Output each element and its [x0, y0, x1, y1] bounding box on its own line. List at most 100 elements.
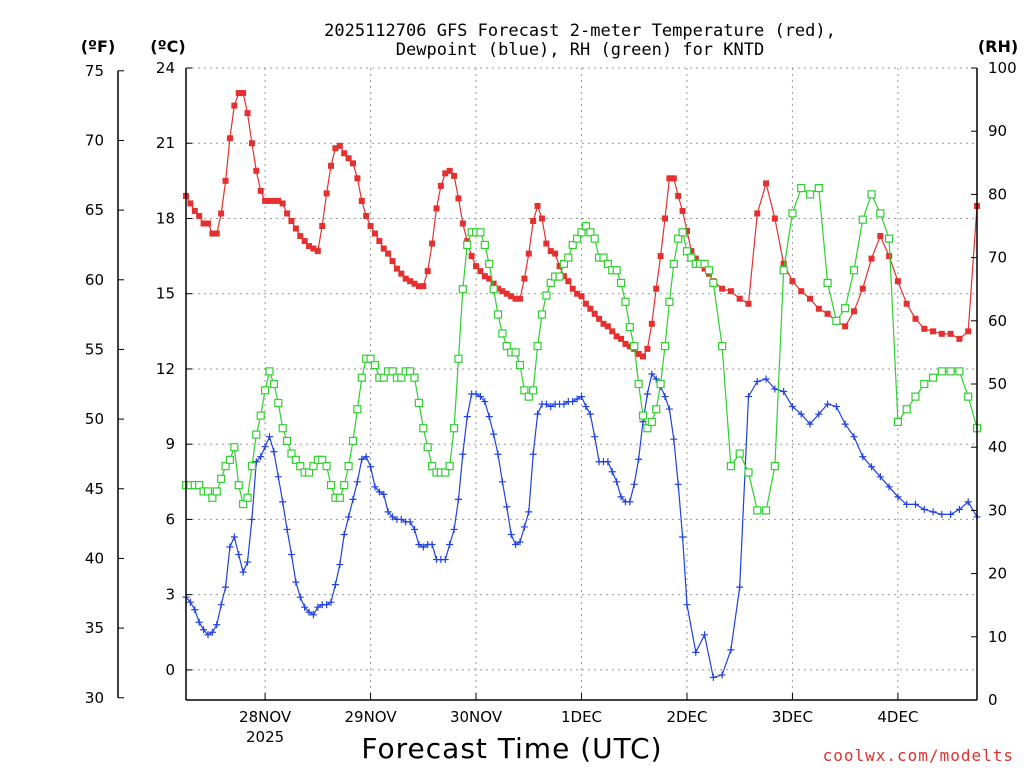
dewpoint-point: [665, 405, 673, 413]
dewpoint-point: [371, 483, 379, 491]
dewpoint-point: [498, 478, 506, 486]
rh-point: [454, 354, 463, 363]
rh-point: [660, 341, 670, 351]
dewpoint-point: [411, 525, 419, 533]
dewpoint-point: [191, 606, 199, 614]
dewpoint-point: [406, 518, 414, 526]
rh-tick-label: 70: [988, 249, 1007, 267]
dewpoint-point: [309, 611, 317, 619]
dewpoint-point: [661, 393, 669, 401]
dewpoint-point: [195, 618, 203, 626]
source-credit: coolwx.com/modelts: [823, 746, 1014, 765]
dewpoint-point: [569, 398, 577, 406]
temperature-point: [807, 295, 814, 302]
temperature-point: [424, 268, 431, 275]
rh-point: [797, 183, 806, 193]
rh-point: [779, 266, 788, 275]
dewpoint-point: [648, 370, 656, 378]
title-line-1: 2025112706 GFS Forecast 2-meter Temperat…: [324, 21, 836, 41]
rh-point: [893, 417, 903, 427]
rh-point: [463, 240, 472, 250]
temperature-point: [675, 192, 682, 199]
celsius-tick-label: 0: [165, 661, 175, 679]
rh-point: [230, 443, 239, 452]
dewpoint-point: [938, 510, 946, 518]
temperature-point: [323, 190, 330, 197]
rh-tick-label: 30: [988, 501, 1007, 519]
rh-point: [379, 373, 388, 382]
rh-point: [265, 367, 274, 376]
x-tick-label: 29NOV: [345, 708, 398, 726]
dewpoint-point: [476, 393, 484, 401]
temperature-point: [596, 315, 603, 322]
rh-point: [261, 386, 270, 395]
dewpoint-point: [283, 525, 291, 533]
rh-point: [287, 449, 296, 458]
dewpoint-point: [617, 493, 625, 501]
temperature-point: [486, 275, 493, 282]
dewpoint-point: [582, 403, 590, 411]
temperature-point: [468, 253, 475, 260]
temperature-point: [578, 293, 585, 300]
rh-point: [823, 278, 832, 287]
rh-tick-label: 40: [988, 438, 1007, 456]
rh-tick-label: 80: [988, 185, 1007, 203]
rh-point: [208, 493, 217, 502]
fahrenheit-tick-label: 40: [85, 549, 104, 567]
rh-point: [876, 209, 885, 218]
rh-point: [441, 468, 450, 477]
rh-point: [340, 481, 349, 490]
dewpoint-point: [626, 498, 634, 506]
celsius-tick-label: 6: [165, 510, 175, 528]
temperature-point: [609, 328, 616, 335]
dewpoint-point: [296, 593, 304, 601]
dewpoint-point: [753, 377, 761, 385]
temperature-point: [956, 335, 963, 342]
temperature-point: [516, 295, 523, 302]
rh-point: [612, 266, 621, 275]
title-line-2: Dewpoint (blue), RH (green) for KNTD: [396, 40, 764, 60]
rh-point: [744, 468, 753, 477]
dewpoint-point: [520, 523, 528, 531]
temperature-point: [683, 228, 690, 235]
temperature-point: [965, 328, 972, 335]
dewpoint-point: [287, 551, 295, 559]
dewpoint-point: [349, 495, 357, 503]
dewpoint-point: [516, 538, 524, 546]
dewpoint-point: [885, 483, 893, 491]
temperature-point: [226, 135, 233, 142]
temperature-point: [921, 325, 928, 332]
rh-point: [397, 373, 406, 382]
rh-point: [726, 462, 736, 471]
dewpoint-point: [868, 463, 876, 471]
temperature-point: [635, 350, 642, 357]
temperature-point: [679, 207, 686, 214]
rh-point: [849, 266, 859, 275]
rh-point: [256, 411, 265, 420]
temperature-point: [262, 197, 269, 204]
fahrenheit-tick-label: 75: [85, 62, 104, 80]
dewpoint-point: [336, 561, 344, 569]
temperature-point: [591, 310, 598, 317]
dewpoint-point: [292, 578, 300, 586]
dewpoint-point: [353, 478, 361, 486]
temperature-point: [477, 268, 484, 275]
rh-point: [920, 379, 929, 389]
rh-point: [630, 341, 639, 351]
dewpoint-point: [850, 433, 858, 441]
rh-point: [269, 379, 278, 389]
temperature-point: [297, 233, 304, 240]
temperature-point: [727, 288, 734, 295]
dewpoint-point: [340, 530, 348, 538]
rh-point: [243, 493, 252, 502]
temperature-point: [288, 217, 295, 224]
temperature-point: [257, 187, 264, 194]
temperature-point: [903, 300, 910, 307]
rh-point: [203, 487, 213, 496]
rh-point: [841, 304, 850, 313]
rh-point: [955, 367, 964, 376]
dewpoint-point: [780, 388, 788, 396]
dewpoint-point: [797, 410, 805, 418]
temperature-point: [556, 263, 563, 270]
rh-point: [911, 392, 920, 401]
